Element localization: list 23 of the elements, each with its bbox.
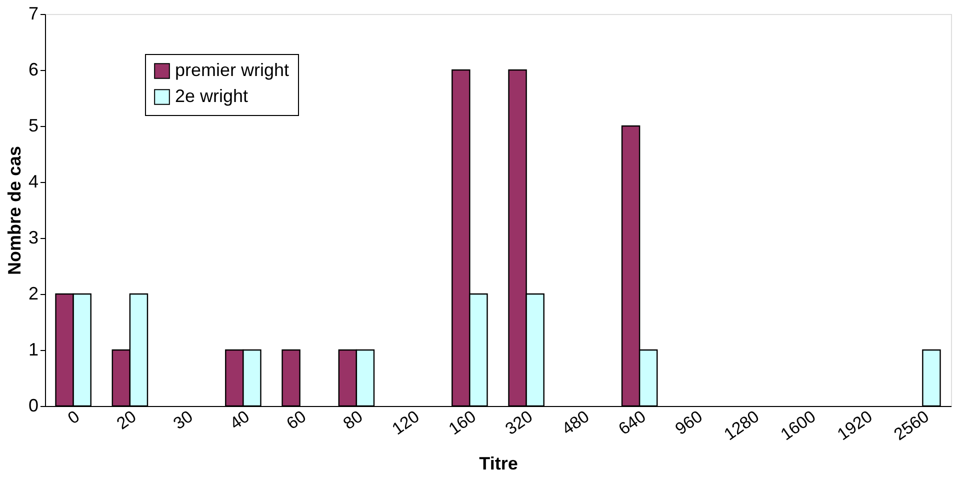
x-tick-label: 80: [340, 406, 366, 434]
y-tick-label: 3: [28, 228, 38, 248]
x-tick-label: 480: [558, 406, 593, 439]
x-tick-label: 120: [388, 406, 423, 439]
y-axis-title: Nombre de cas: [4, 146, 24, 276]
x-tick-label: 160: [445, 406, 480, 439]
y-tick-label: 4: [28, 172, 38, 192]
x-tick-label: 0: [64, 406, 84, 428]
y-tick-label: 1: [28, 340, 38, 360]
y-tick-label: 7: [28, 4, 38, 24]
x-tick-label: 30: [170, 406, 196, 434]
x-tick-label: 60: [283, 406, 310, 434]
x-tick-label: 640: [615, 406, 650, 439]
x-axis-title: Titre: [479, 453, 518, 474]
x-tick-label: 40: [226, 406, 253, 434]
y-tick-label: 6: [28, 60, 38, 80]
legend-label: 2e wright: [175, 86, 248, 106]
x-tick-label: 20: [113, 406, 140, 434]
y-tick-label: 5: [28, 116, 38, 136]
legend-label: premier wright: [175, 60, 290, 80]
x-tick-label: 960: [672, 406, 706, 439]
y-tick-label: 2: [28, 284, 38, 304]
x-tick-label: 320: [502, 406, 536, 439]
